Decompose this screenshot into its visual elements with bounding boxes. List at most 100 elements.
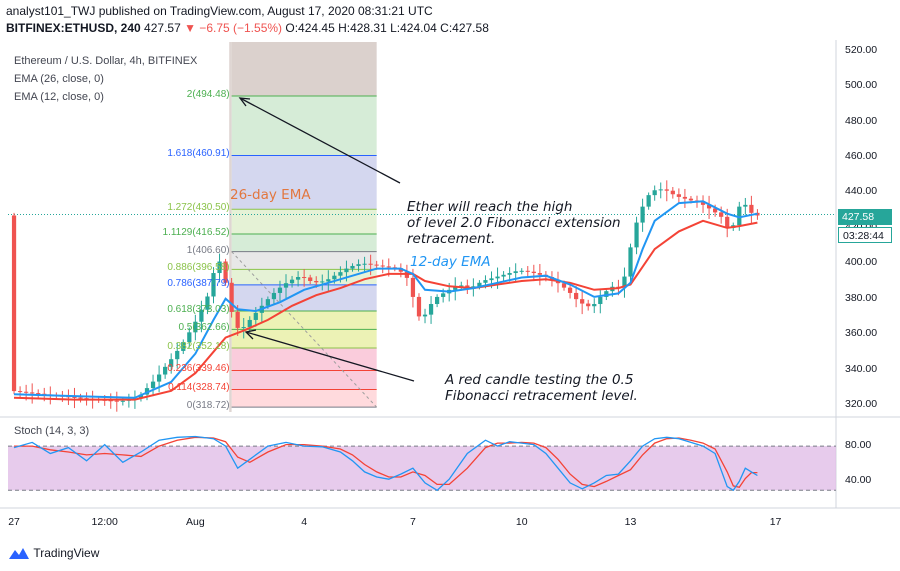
candle-body [332,275,337,280]
candle-body [749,204,754,213]
stoch-band [8,446,836,491]
candle-body [187,332,192,343]
x-tick-label: 12:00 [91,516,118,528]
candle-body [374,264,379,266]
candle-body [688,198,694,201]
candle-body [344,268,349,273]
x-tick-label: 13 [624,516,637,528]
candle-body [574,292,579,300]
top-note: Ether will reach the high of level 2.0 F… [407,199,621,247]
candle-body [561,283,567,288]
candle-body [114,400,119,402]
fib-level-label: 0(318.72) [186,400,230,412]
legend-ema26: EMA (26, close, 0) [14,73,104,85]
candle-body [217,261,222,274]
symbol-name: BITFINEX:ETHUSD, 240 [6,21,141,35]
candle-body [471,286,476,288]
fib-level-label: 0.786(387.79) [167,277,230,289]
y-tick-label: 500.00 [845,79,878,92]
candle-body [634,222,639,248]
stoch-y-tick-label: 80.00 [845,439,872,452]
fib-level-label: 0.382(352.18) [167,340,230,352]
fib-zone [231,251,377,270]
candle-body [314,280,319,283]
candle-body [253,312,258,320]
candle-body [169,359,174,367]
candle-body [477,282,482,287]
candle-body [36,393,41,395]
candle-body [326,279,331,282]
candle-body [434,296,440,305]
fib-level-label: 0.886(396.58) [167,262,230,274]
candle-body [531,271,536,274]
fib-time-band [229,42,232,412]
candle-body [247,319,252,328]
ema26-line [13,219,758,401]
fib-level-label: 0.618(373.03) [167,304,230,316]
candle-body [622,276,627,288]
ema26-annotation: 26-day EMA [230,187,311,203]
tradingview-logo[interactable]: TradingView [8,545,99,560]
candle-body [144,388,150,395]
y-tick-label: 320.00 [845,397,878,410]
y-tick-label: 400.00 [845,256,878,269]
fib-zone [231,329,377,348]
ema12-annotation: 12-day EMA [410,254,491,270]
candle-body [453,286,458,290]
fib-level-label: 0.5(362.66) [178,322,230,334]
candle-body [380,265,385,267]
candle-body [682,196,688,199]
candle-body [410,277,416,297]
candle-body [235,311,240,328]
arrow-bottom [245,331,415,382]
candle-body [567,287,573,293]
candle-body [199,309,204,322]
candle-body [676,194,681,197]
candle-body [664,189,669,191]
candle-body [150,381,156,389]
candle-body [163,366,168,375]
fib-zone [231,234,377,252]
candle-body [356,264,361,266]
arrow-top-head [238,97,251,107]
fib-level-label: 0.114(328.74) [168,382,230,394]
arrow-bottom-head [244,329,257,340]
candle-body [592,304,597,307]
candle-body [24,391,29,393]
candle-body [320,281,325,283]
candle-body [350,265,355,269]
top-note-line: retracement. [407,231,496,247]
candle-body [743,204,748,207]
candle-body [489,278,494,281]
ohlc-values: O:424.45 H:428.31 L:424.04 C:427.58 [285,21,489,35]
price-change: ▼ −6.75 (−1.55%) [184,21,283,35]
candle-body [72,396,77,398]
candle-body [11,215,17,392]
candle-body [283,283,289,288]
stoch-y-tick-label: 40.00 [845,473,872,486]
arrow-top [239,97,401,184]
candle-body [428,304,434,315]
candle-body [30,392,35,394]
candle-body [537,273,542,275]
candle-body [289,279,295,284]
fib-top-zone [231,42,377,97]
fib-level-label: 1.618(460.91) [167,148,230,160]
candle-body [205,296,210,310]
candle-body [507,273,512,275]
candle-body [465,285,470,288]
candle-body [398,268,403,272]
fib-zone [231,311,377,330]
candle-body [658,189,663,191]
symbol-line: BITFINEX:ETHUSD, 240 427.57 ▼ −6.75 (−1.… [6,21,489,35]
fib-level-label: 1(406.60) [186,244,230,256]
candle-body [646,195,651,207]
y-tick-label: 380.00 [845,291,878,304]
y-tick-label: 480.00 [845,114,878,127]
candle-body [120,400,125,402]
last-price-tag: 427.58 [838,209,892,225]
candle-body [156,374,162,382]
candle-body [459,285,464,287]
fib-zone [231,209,377,235]
